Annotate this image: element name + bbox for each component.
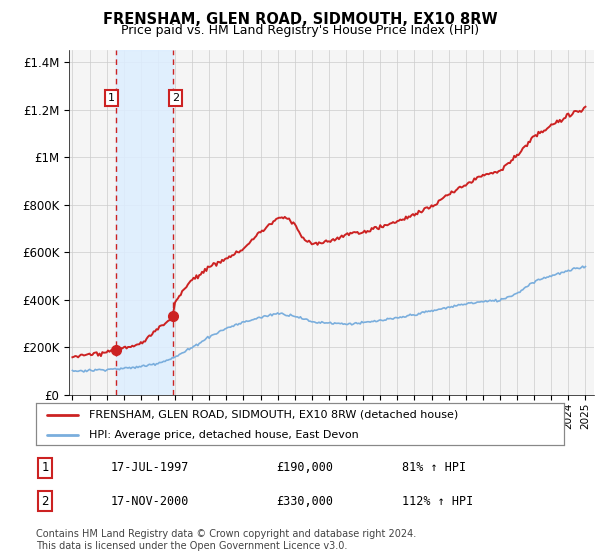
Text: 1: 1 [108, 93, 115, 103]
Text: £190,000: £190,000 [276, 461, 333, 474]
Text: 17-JUL-1997: 17-JUL-1997 [111, 461, 190, 474]
Text: 2: 2 [41, 494, 49, 508]
Text: FRENSHAM, GLEN ROAD, SIDMOUTH, EX10 8RW (detached house): FRENSHAM, GLEN ROAD, SIDMOUTH, EX10 8RW … [89, 410, 458, 420]
Text: £330,000: £330,000 [276, 494, 333, 508]
Bar [116, 50, 173, 395]
Text: 81% ↑ HPI: 81% ↑ HPI [402, 461, 466, 474]
Text: 2: 2 [172, 93, 179, 103]
Text: 112% ↑ HPI: 112% ↑ HPI [402, 494, 473, 508]
Text: Contains HM Land Registry data © Crown copyright and database right 2024.
This d: Contains HM Land Registry data © Crown c… [36, 529, 416, 551]
Text: FRENSHAM, GLEN ROAD, SIDMOUTH, EX10 8RW: FRENSHAM, GLEN ROAD, SIDMOUTH, EX10 8RW [103, 12, 497, 27]
Text: 17-NOV-2000: 17-NOV-2000 [111, 494, 190, 508]
Text: HPI: Average price, detached house, East Devon: HPI: Average price, detached house, East… [89, 430, 359, 440]
Text: 1: 1 [41, 461, 49, 474]
Text: Price paid vs. HM Land Registry's House Price Index (HPI): Price paid vs. HM Land Registry's House … [121, 24, 479, 37]
